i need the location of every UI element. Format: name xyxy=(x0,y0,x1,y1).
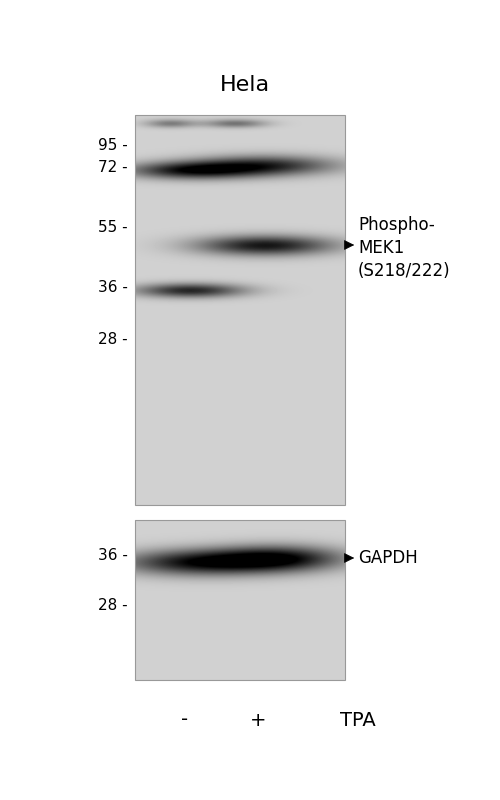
Text: 36 -: 36 - xyxy=(98,547,128,562)
Text: Phospho-
MEK1
(S218/222): Phospho- MEK1 (S218/222) xyxy=(358,216,450,280)
Bar xyxy=(135,520,345,680)
Bar xyxy=(135,115,345,505)
Text: Hela: Hela xyxy=(220,75,270,95)
Text: 72 -: 72 - xyxy=(98,161,128,175)
Text: 95 -: 95 - xyxy=(98,138,128,153)
Text: GAPDH: GAPDH xyxy=(358,549,418,567)
Text: 55 -: 55 - xyxy=(98,221,128,235)
Text: TPA: TPA xyxy=(340,710,376,730)
Text: +: + xyxy=(250,710,266,730)
Text: 28 -: 28 - xyxy=(98,333,128,347)
Text: -: - xyxy=(182,710,188,730)
Text: 28 -: 28 - xyxy=(98,598,128,613)
Text: 36 -: 36 - xyxy=(98,281,128,295)
